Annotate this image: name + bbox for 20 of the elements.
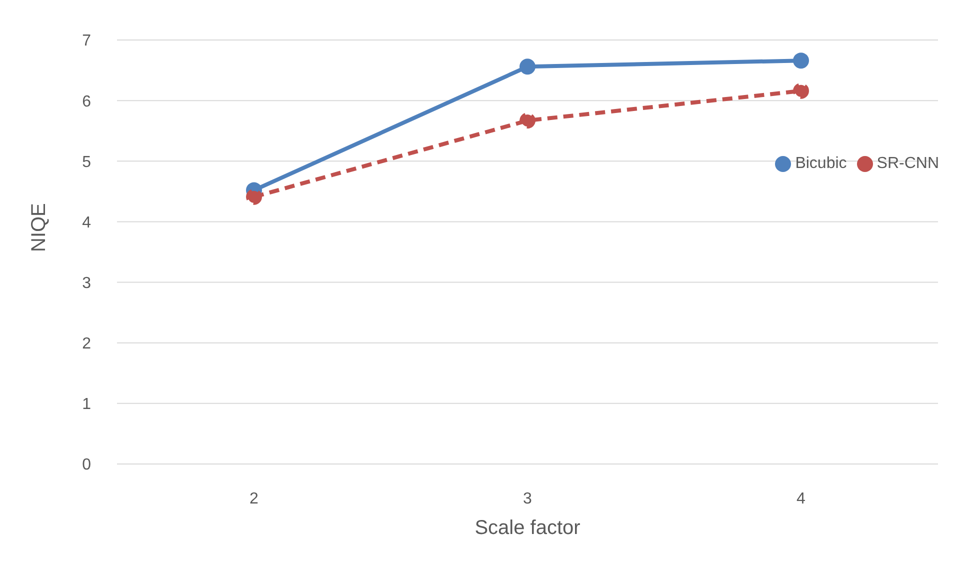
x-tick-label: 2 — [250, 490, 259, 508]
y-tick-label: 5 — [82, 154, 92, 171]
y-tick-label: 0 — [82, 456, 92, 474]
point — [246, 188, 262, 205]
point — [793, 82, 809, 99]
legend-label: SR-CNN — [876, 155, 939, 172]
point — [520, 112, 536, 129]
y-tick-label: 6 — [82, 93, 92, 110]
y-tick-label: 2 — [82, 336, 92, 353]
legend-label: Bicubic — [795, 155, 847, 172]
point — [520, 58, 536, 75]
y-axis-title: NIQE — [28, 203, 50, 252]
y-tick-label: 3 — [82, 274, 92, 292]
point — [793, 52, 809, 69]
x-tick-label: 3 — [523, 490, 532, 508]
x-tick-label: 4 — [796, 490, 806, 508]
y-tick-label: 1 — [82, 396, 92, 414]
x-axis-title: Scale factor — [474, 517, 581, 539]
y-tick-label: 4 — [82, 214, 92, 232]
y-tick-label: 7 — [82, 32, 92, 50]
